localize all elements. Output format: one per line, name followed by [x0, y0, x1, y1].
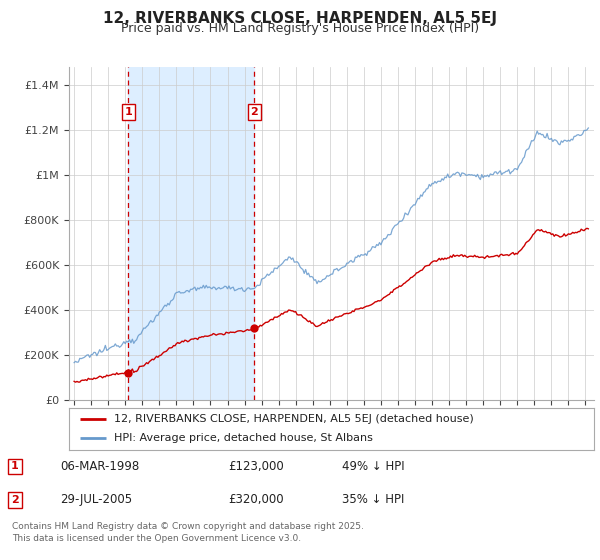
Text: 35% ↓ HPI: 35% ↓ HPI — [342, 493, 404, 506]
Text: Price paid vs. HM Land Registry's House Price Index (HPI): Price paid vs. HM Land Registry's House … — [121, 22, 479, 35]
Text: 12, RIVERBANKS CLOSE, HARPENDEN, AL5 5EJ: 12, RIVERBANKS CLOSE, HARPENDEN, AL5 5EJ — [103, 11, 497, 26]
Text: HPI: Average price, detached house, St Albans: HPI: Average price, detached house, St A… — [113, 433, 373, 444]
Text: 1: 1 — [11, 461, 19, 472]
Bar — [128, 67, 254, 400]
Text: 2: 2 — [250, 107, 258, 117]
Text: 1: 1 — [124, 107, 132, 117]
Text: £320,000: £320,000 — [228, 493, 284, 506]
Text: 06-MAR-1998: 06-MAR-1998 — [60, 460, 139, 473]
Text: 2: 2 — [11, 495, 19, 505]
Text: £123,000: £123,000 — [228, 460, 284, 473]
Text: 49% ↓ HPI: 49% ↓ HPI — [342, 460, 404, 473]
Text: 12, RIVERBANKS CLOSE, HARPENDEN, AL5 5EJ (detached house): 12, RIVERBANKS CLOSE, HARPENDEN, AL5 5EJ… — [113, 414, 473, 424]
Text: Contains HM Land Registry data © Crown copyright and database right 2025.
This d: Contains HM Land Registry data © Crown c… — [12, 522, 364, 543]
Text: 29-JUL-2005: 29-JUL-2005 — [60, 493, 132, 506]
